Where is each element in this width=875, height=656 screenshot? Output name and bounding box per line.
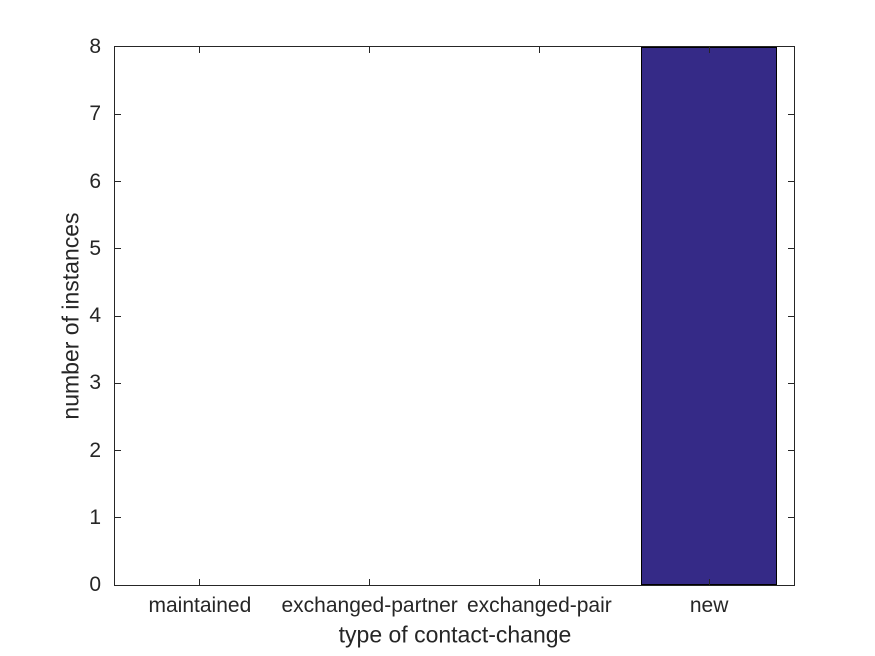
y-tick-label: 5 xyxy=(89,236,101,260)
y-tick-label: 2 xyxy=(89,438,101,462)
y-tick-mark-left xyxy=(115,517,121,519)
x-tick-mark-top xyxy=(538,47,540,53)
y-tick-label: 7 xyxy=(89,102,101,126)
x-tick-mark-top xyxy=(369,47,371,53)
x-tick-mark-bottom xyxy=(369,579,371,585)
x-tick-mark-bottom xyxy=(538,579,540,585)
x-tick-label: exchanged-partner xyxy=(281,593,458,617)
x-tick-label: maintained xyxy=(148,593,252,617)
y-tick-label: 3 xyxy=(89,371,101,395)
bar-new xyxy=(641,47,778,585)
x-tick-mark-top xyxy=(708,47,710,53)
x-tick-mark-bottom xyxy=(708,579,710,585)
y-tick-mark-right xyxy=(788,517,794,519)
x-tick-mark-bottom xyxy=(199,579,201,585)
y-tick-label: 0 xyxy=(89,572,101,596)
y-tick-mark-right xyxy=(788,113,794,115)
x-axis-label: type of contact-change xyxy=(338,621,572,648)
y-tick-mark-right xyxy=(788,315,794,317)
y-tick-mark-left xyxy=(115,181,121,182)
y-tick-mark-right xyxy=(788,248,794,250)
y-tick-mark-left xyxy=(115,382,121,384)
y-tick-label: 8 xyxy=(89,34,101,58)
y-tick-mark-left xyxy=(115,450,121,451)
x-tick-mark-top xyxy=(199,47,201,53)
y-tick-mark-left xyxy=(115,113,121,115)
y-tick-mark-left xyxy=(115,248,121,250)
x-tick-label: exchanged-pair xyxy=(466,593,612,617)
y-tick-mark-right xyxy=(788,181,794,182)
y-tick-mark-right xyxy=(788,382,794,384)
y-tick-label: 6 xyxy=(89,169,101,193)
plot-area xyxy=(114,46,795,586)
y-tick-label: 1 xyxy=(89,505,101,529)
y-tick-label: 4 xyxy=(89,303,101,327)
y-tick-mark-left xyxy=(115,315,121,317)
y-tick-mark-right xyxy=(788,450,794,451)
x-tick-label: new xyxy=(689,593,729,617)
